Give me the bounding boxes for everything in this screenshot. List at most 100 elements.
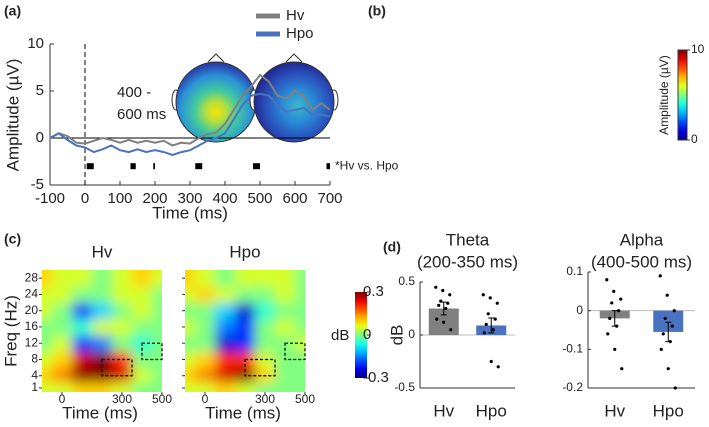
heatmap-cell xyxy=(185,335,196,352)
data-point xyxy=(620,367,624,371)
x-axis-label: Time (ms) xyxy=(205,403,281,422)
y-tick-label: 1 xyxy=(31,380,38,394)
y-tick-label: 5 xyxy=(36,82,44,99)
heatmap-cell xyxy=(42,302,53,320)
roi-box xyxy=(284,342,306,361)
heatmap-cell xyxy=(112,381,133,392)
x-tick-label: 100 xyxy=(107,190,132,207)
heatmap-cell xyxy=(195,286,216,304)
heatmap-cell xyxy=(112,286,133,304)
x-tick-label: 300 xyxy=(112,392,132,406)
heatmap-cell xyxy=(52,286,73,304)
x-tick-label: 0 xyxy=(202,392,209,406)
heatmap-cell xyxy=(72,335,93,352)
data-point xyxy=(439,299,443,303)
heatmap-cell xyxy=(92,270,113,287)
data-point xyxy=(673,386,677,390)
heatmap-cell xyxy=(92,302,113,320)
y-tick-label: 4 xyxy=(31,368,38,382)
map-title: Hpo xyxy=(229,242,260,261)
line-series xyxy=(49,73,331,147)
x-tick-label: 0 xyxy=(81,190,89,207)
data-point xyxy=(606,332,610,336)
heatmap-cell xyxy=(275,302,296,320)
heatmap-cell xyxy=(215,351,236,369)
data-point xyxy=(496,365,500,369)
x-tick-label: 500 xyxy=(152,392,172,406)
heatmap-cell xyxy=(42,351,53,369)
data-point xyxy=(448,293,452,297)
data-point xyxy=(434,285,438,289)
heatmap-cell xyxy=(195,367,216,383)
y-tick-label: 0 xyxy=(36,129,44,146)
line-series xyxy=(49,92,331,156)
data-point xyxy=(659,347,663,351)
significance-marker xyxy=(153,163,155,170)
heatmap-cell xyxy=(185,286,196,304)
colorbar xyxy=(355,292,367,378)
data-point xyxy=(435,317,439,321)
heatmap-cell xyxy=(295,286,305,304)
data-point xyxy=(612,289,616,293)
colorbar xyxy=(677,49,688,141)
colorbar-tick-label: -0.3 xyxy=(363,369,389,386)
heatmap-cell xyxy=(255,381,276,392)
heatmap-cell xyxy=(215,335,236,352)
heatmap-cell xyxy=(152,286,162,304)
time-window: 400 - xyxy=(117,84,151,101)
heatmap-cell xyxy=(215,286,236,304)
heatmap-cell xyxy=(295,367,305,383)
colorbar-tick-label: 0 xyxy=(691,132,698,146)
heatmap-cell xyxy=(112,367,133,383)
heatmap-cell xyxy=(152,381,162,392)
panel-label: (a) xyxy=(4,3,21,19)
data-point xyxy=(491,328,495,332)
topomap-left xyxy=(171,53,261,143)
chart-title: Alpha xyxy=(620,230,664,249)
heatmap-cell xyxy=(255,318,276,336)
x-tick-label: 600 xyxy=(282,190,307,207)
y-tick-label: 24 xyxy=(25,287,39,301)
heatmap-cell xyxy=(195,335,216,352)
heatmap-cell xyxy=(92,335,113,352)
data-point xyxy=(670,324,674,328)
y-tick-label: 10 xyxy=(27,35,44,52)
colorbar-label: dB xyxy=(331,327,349,344)
significance-marker xyxy=(86,163,94,170)
heatmap-cell xyxy=(92,381,113,392)
heatmap-cell xyxy=(275,381,296,392)
y-tick-label: 12 xyxy=(25,335,39,349)
heatmap-cell xyxy=(42,367,53,383)
data-point xyxy=(484,322,488,326)
heatmap-cell xyxy=(275,367,296,383)
data-point xyxy=(449,328,453,332)
heatmap-cell xyxy=(255,286,276,304)
data-point xyxy=(441,288,445,293)
colorbar-tick-label: 0 xyxy=(363,326,371,343)
heatmap-cell xyxy=(255,302,276,320)
significance-marker xyxy=(130,163,136,170)
roi-box xyxy=(101,358,133,377)
data-point xyxy=(495,301,499,305)
significance-marker xyxy=(253,163,260,170)
x-tick-label: 300 xyxy=(177,190,202,207)
heatmap-blur xyxy=(185,270,305,392)
heatmap-cell xyxy=(52,270,73,287)
data-point xyxy=(615,324,619,328)
heatmap-cell xyxy=(132,367,153,383)
data-point xyxy=(672,309,676,313)
heatmap-cells xyxy=(185,270,305,392)
data-point xyxy=(493,317,497,321)
heatmap-cell xyxy=(185,381,196,392)
colorbar-tick-label: 10 xyxy=(691,42,705,56)
heatmap-cell xyxy=(195,381,216,392)
heatmap-cell xyxy=(185,302,196,320)
data-point xyxy=(605,278,609,282)
heatmap-cell xyxy=(72,302,93,320)
y-tick-label: -0.2 xyxy=(562,380,583,394)
heatmap-cell xyxy=(215,302,236,320)
heatmap-cell xyxy=(185,270,196,287)
heatmap-cell xyxy=(42,335,53,352)
data-point xyxy=(608,316,612,320)
map-title: Hv xyxy=(92,242,113,261)
